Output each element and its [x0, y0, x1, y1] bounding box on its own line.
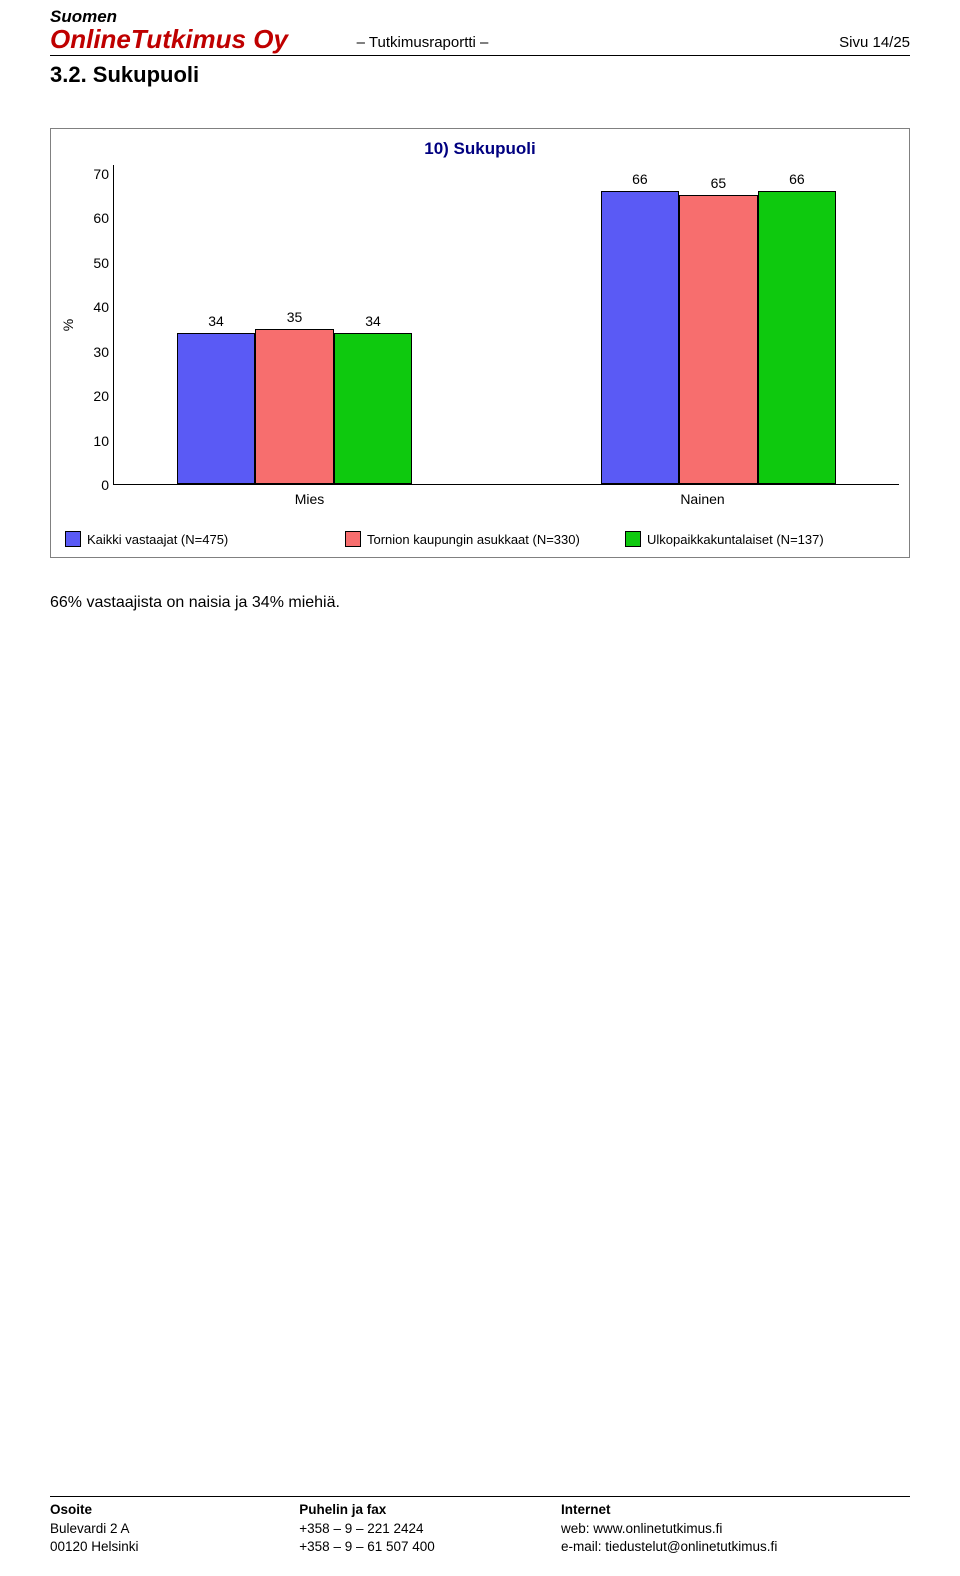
- y-tick: 0: [101, 477, 109, 493]
- y-tick: 20: [93, 388, 109, 404]
- chart-bar: [679, 195, 758, 484]
- page-header: Suomen OnlineTutkimus Oy – Tutkimusrapor…: [50, 8, 910, 56]
- y-tick: 40: [93, 299, 109, 315]
- footer-address-head: Osoite: [50, 1501, 299, 1519]
- footer-internet-line1: web: www.onlinetutkimus.fi: [561, 1520, 910, 1538]
- chart-bar: [601, 191, 680, 484]
- chart-bar: [255, 329, 334, 485]
- summary-text: 66% vastaajista on naisia ja 34% miehiä.: [50, 594, 910, 612]
- page-number: Sivu 14/25: [633, 34, 910, 53]
- footer-phone-line2: +358 – 9 – 61 507 400: [299, 1538, 561, 1556]
- chart-plot-area: 34 35 34 66 65 66: [113, 165, 899, 485]
- legend-swatch: [65, 531, 81, 547]
- y-axis-label: %: [60, 319, 76, 331]
- footer-phone-line1: +358 – 9 – 221 2424: [299, 1520, 561, 1538]
- y-tick: 50: [93, 255, 109, 271]
- footer-phone-head: Puhelin ja fax: [299, 1501, 561, 1519]
- legend-label: Kaikki vastaajat (N=475): [87, 532, 228, 547]
- footer-internet-head: Internet: [561, 1501, 910, 1519]
- bar-value-label: 35: [287, 309, 303, 325]
- y-tick: 60: [93, 210, 109, 226]
- bar-value-label: 66: [632, 171, 648, 187]
- company-name-main: OnlineTutkimus Oy: [50, 26, 327, 53]
- chart-title: 10) Sukupuoli: [51, 129, 909, 165]
- chart-bar: [177, 333, 256, 484]
- legend-item: Tornion kaupungin asukkaat (N=330): [345, 531, 615, 547]
- x-axis-categories: MiesNainen: [113, 485, 909, 507]
- legend-swatch: [625, 531, 641, 547]
- y-tick: 30: [93, 344, 109, 360]
- x-category-label: Mies: [113, 485, 506, 507]
- y-axis-ticks: 010203040506070: [79, 165, 113, 485]
- legend-label: Ulkopaikkakuntalaiset (N=137): [647, 532, 824, 547]
- chart-bar: [758, 191, 837, 484]
- legend-swatch: [345, 531, 361, 547]
- legend-item: Kaikki vastaajat (N=475): [65, 531, 335, 547]
- bar-value-label: 34: [208, 313, 224, 329]
- chart-bar: [334, 333, 413, 484]
- legend-label: Tornion kaupungin asukkaat (N=330): [367, 532, 580, 547]
- footer-internet-line2: e-mail: tiedustelut@onlinetutkimus.fi: [561, 1538, 910, 1556]
- chart-container: 10) Sukupuoli % 0 10 20 30 40 50 60 70 34 35 34 66…: [50, 128, 910, 558]
- bar-value-label: 65: [711, 175, 727, 191]
- bar-value-label: 66: [789, 171, 805, 187]
- bar-value-label: 34: [365, 313, 381, 329]
- page-footer: Osoite Bulevardi 2 A 00120 Helsinki Puhe…: [50, 1496, 910, 1556]
- footer-address-line2: 00120 Helsinki: [50, 1538, 299, 1556]
- y-tick: 10: [93, 433, 109, 449]
- footer-address-line1: Bulevardi 2 A: [50, 1520, 299, 1538]
- section-title: 3.2. Sukupuoli: [50, 62, 910, 88]
- header-center-text: – Tutkimusraportti –: [327, 34, 634, 53]
- legend-item: Ulkopaikkakuntalaiset (N=137): [625, 531, 895, 547]
- y-tick: 70: [93, 166, 109, 182]
- x-category-label: Nainen: [506, 485, 899, 507]
- chart-legend: Kaikki vastaajat (N=475) Tornion kaupungi…: [51, 507, 909, 557]
